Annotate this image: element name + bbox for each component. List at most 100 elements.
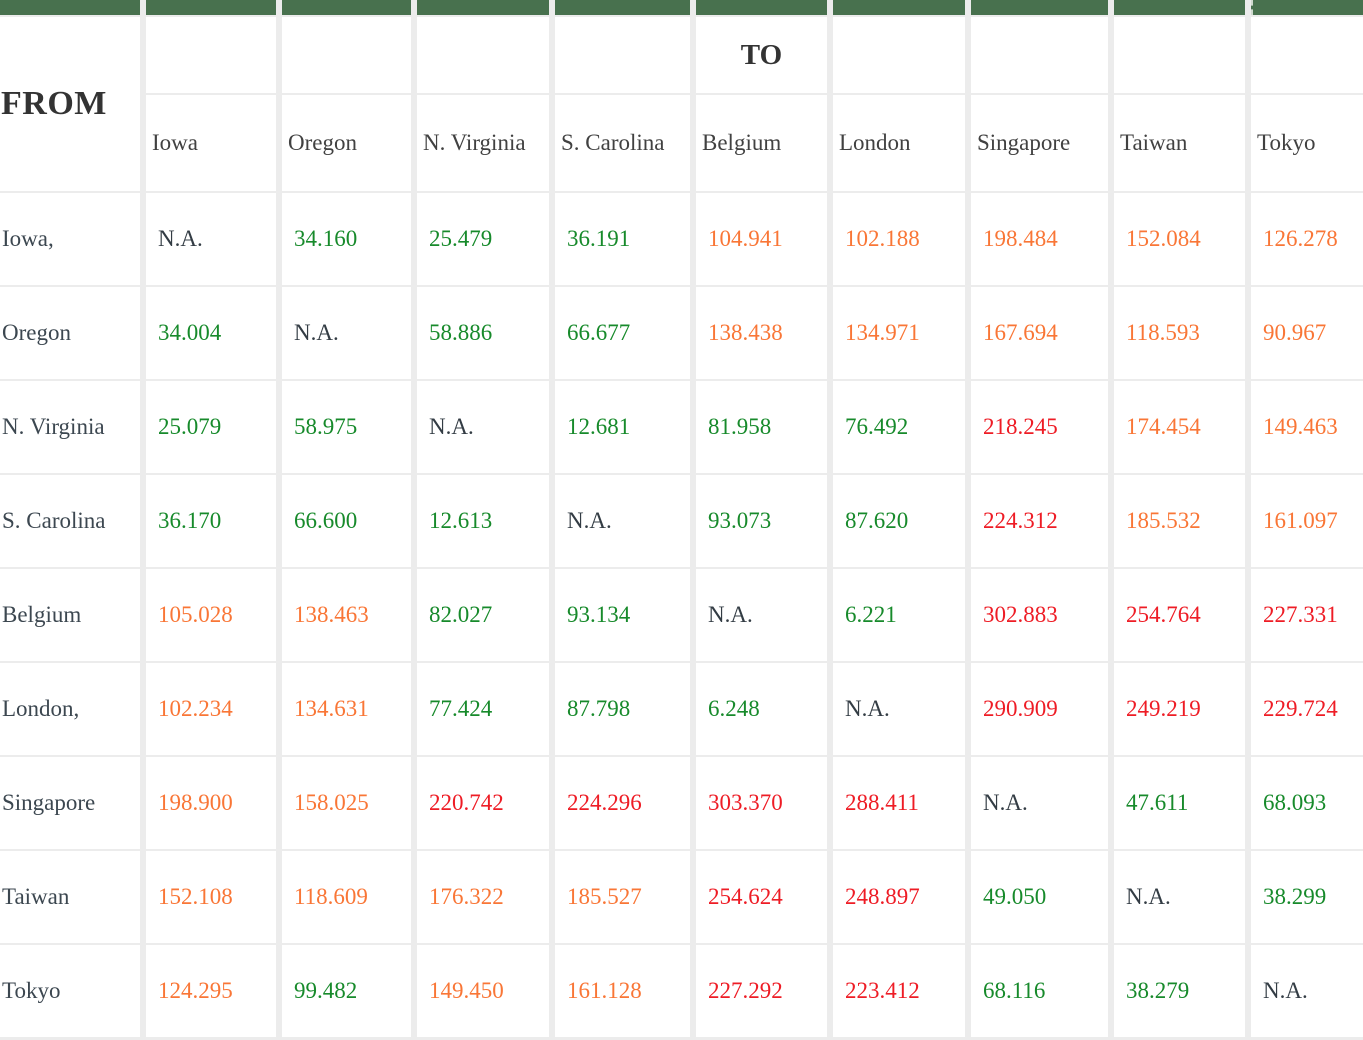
to-axis-label: TO xyxy=(696,17,827,93)
latency-cell: 223.412 xyxy=(833,945,965,1037)
column-header-iowa: Iowa xyxy=(146,95,276,191)
latency-cell: 36.191 xyxy=(555,193,690,285)
latency-cell: 81.958 xyxy=(696,381,827,473)
header-spacer-cell xyxy=(282,17,411,93)
latency-cell: 218.245 xyxy=(971,381,1108,473)
latency-cell: 152.108 xyxy=(146,851,276,943)
latency-cell: 224.296 xyxy=(555,757,690,849)
latency-cell: 198.900 xyxy=(146,757,276,849)
header-spacer-cell xyxy=(1114,17,1245,93)
latency-cell: 158.025 xyxy=(282,757,411,849)
row-header-iowa: Iowa, xyxy=(0,193,140,285)
latency-cell: 12.613 xyxy=(417,475,549,567)
latency-cell: 124.295 xyxy=(146,945,276,1037)
latency-cell: 118.609 xyxy=(282,851,411,943)
column-header-oregon: Oregon xyxy=(282,95,411,191)
latency-cell: 90.967 xyxy=(1251,287,1363,379)
row-header-belgium: Belgium xyxy=(0,569,140,661)
sheet-header-bar-segment xyxy=(833,0,965,15)
latency-cell: 220.742 xyxy=(417,757,549,849)
row-header-s-carolina: S. Carolina xyxy=(0,475,140,567)
latency-cell: 198.484 xyxy=(971,193,1108,285)
header-spacer-cell xyxy=(833,17,965,93)
latency-cell: N.A. xyxy=(696,569,827,661)
latency-cell: 47.611 xyxy=(1114,757,1245,849)
latency-cell: 118.593 xyxy=(1114,287,1245,379)
column-header-singapore: Singapore xyxy=(971,95,1108,191)
row-header-n-virginia: N. Virginia xyxy=(0,381,140,473)
latency-cell: 303.370 xyxy=(696,757,827,849)
latency-cell: 38.279 xyxy=(1114,945,1245,1037)
latency-cell: 38.299 xyxy=(1251,851,1363,943)
latency-cell: 138.438 xyxy=(696,287,827,379)
latency-cell: 66.677 xyxy=(555,287,690,379)
latency-cell: N.A. xyxy=(555,475,690,567)
latency-cell: 174.454 xyxy=(1114,381,1245,473)
latency-cell: 93.134 xyxy=(555,569,690,661)
latency-cell: 176.322 xyxy=(417,851,549,943)
header-spacer-cell xyxy=(1251,17,1363,93)
sheet-header-bar-segment xyxy=(146,0,276,15)
latency-cell: 87.620 xyxy=(833,475,965,567)
sheet-header-bar-segment xyxy=(0,0,140,15)
latency-cell: 227.292 xyxy=(696,945,827,1037)
latency-cell: 126.278 xyxy=(1251,193,1363,285)
latency-cell: 254.764 xyxy=(1114,569,1245,661)
latency-cell: 82.027 xyxy=(417,569,549,661)
row-header-oregon: Oregon xyxy=(0,287,140,379)
latency-cell: 288.411 xyxy=(833,757,965,849)
latency-cell: 138.463 xyxy=(282,569,411,661)
latency-cell: 105.028 xyxy=(146,569,276,661)
latency-cell: 66.600 xyxy=(282,475,411,567)
latency-cell: 290.909 xyxy=(971,663,1108,755)
latency-cell: 34.160 xyxy=(282,193,411,285)
latency-cell: 224.312 xyxy=(971,475,1108,567)
latency-cell: 25.079 xyxy=(146,381,276,473)
row-header-taiwan: Taiwan xyxy=(0,851,140,943)
latency-cell: 6.221 xyxy=(833,569,965,661)
latency-cell: N.A. xyxy=(146,193,276,285)
latency-cell: 149.463 xyxy=(1251,381,1363,473)
latency-cell: N.A. xyxy=(282,287,411,379)
latency-cell: 102.188 xyxy=(833,193,965,285)
column-header-n-virginia: N. Virginia xyxy=(417,95,549,191)
latency-cell: 161.128 xyxy=(555,945,690,1037)
latency-cell: 185.532 xyxy=(1114,475,1245,567)
row-header-london: London, xyxy=(0,663,140,755)
latency-cell: 12.681 xyxy=(555,381,690,473)
from-axis-label: FROM xyxy=(0,17,140,191)
latency-cell: 76.492 xyxy=(833,381,965,473)
header-spacer-cell xyxy=(417,17,549,93)
latency-cell: 229.724 xyxy=(1251,663,1363,755)
latency-cell: N.A. xyxy=(833,663,965,755)
latency-cell: 248.897 xyxy=(833,851,965,943)
latency-cell: 58.886 xyxy=(417,287,549,379)
latency-cell: 77.424 xyxy=(417,663,549,755)
latency-cell: N.A. xyxy=(417,381,549,473)
latency-cell: 227.331 xyxy=(1251,569,1363,661)
latency-cell: 93.073 xyxy=(696,475,827,567)
latency-cell: 99.482 xyxy=(282,945,411,1037)
column-header-tokyo: Tokyo xyxy=(1251,95,1363,191)
column-header-taiwan: Taiwan xyxy=(1114,95,1245,191)
sheet-header-bar-segment xyxy=(696,0,827,15)
latency-cell: 36.170 xyxy=(146,475,276,567)
latency-cell: 149.450 xyxy=(417,945,549,1037)
latency-cell: 68.116 xyxy=(971,945,1108,1037)
latency-cell: N.A. xyxy=(1251,945,1363,1037)
column-header-london: London xyxy=(833,95,965,191)
latency-cell: 25.479 xyxy=(417,193,549,285)
latency-cell: 6.248 xyxy=(696,663,827,755)
row-header-tokyo: Tokyo xyxy=(0,945,140,1037)
sheet-header-bar-segment xyxy=(555,0,690,15)
latency-cell: 104.941 xyxy=(696,193,827,285)
header-spacer-cell xyxy=(971,17,1108,93)
latency-cell: 152.084 xyxy=(1114,193,1245,285)
column-header-s-carolina: S. Carolina xyxy=(555,95,690,191)
header-spacer-cell xyxy=(555,17,690,93)
latency-cell: 102.234 xyxy=(146,663,276,755)
latency-cell: N.A. xyxy=(1114,851,1245,943)
latency-cell: 249.219 xyxy=(1114,663,1245,755)
row-header-singapore: Singapore xyxy=(0,757,140,849)
